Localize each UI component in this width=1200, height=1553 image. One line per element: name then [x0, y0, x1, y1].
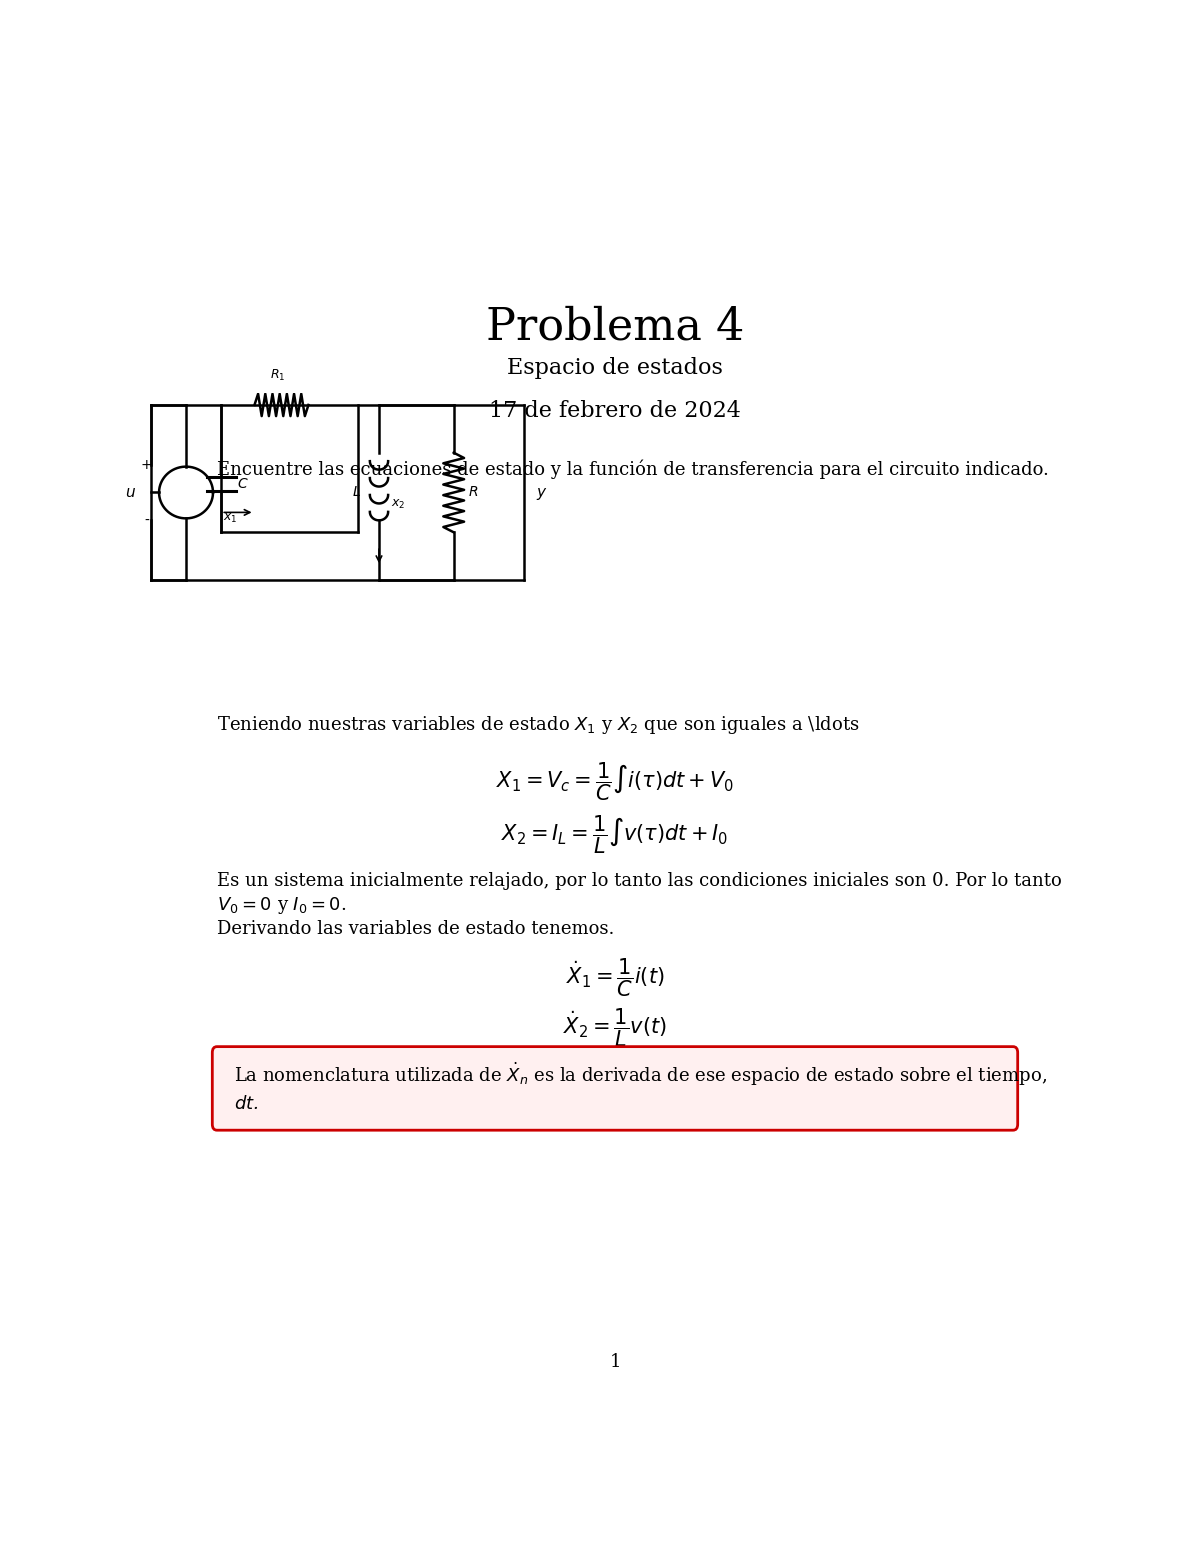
Text: La nomenclatura utilizada de $\dot{X}_n$ es la derivada de ese espacio de estado: La nomenclatura utilizada de $\dot{X}_n$… [234, 1061, 1046, 1087]
Text: Es un sistema inicialmente relajado, por lo tanto las condiciones iniciales son : Es un sistema inicialmente relajado, por… [217, 871, 1062, 890]
Text: L: L [353, 486, 360, 500]
Text: Teniendo nuestras variables de estado $X_1$ y $X_2$ que son iguales a \ldots: Teniendo nuestras variables de estado $X… [217, 714, 859, 736]
Text: $\dot{X}_2 = \dfrac{1}{L}v(t)$: $\dot{X}_2 = \dfrac{1}{L}v(t)$ [563, 1006, 667, 1048]
Text: Espacio de estados: Espacio de estados [508, 357, 722, 379]
Text: $X_2 = I_L = \dfrac{1}{L} \int v(\tau)dt + I_0$: $X_2 = I_L = \dfrac{1}{L} \int v(\tau)dt… [502, 814, 728, 856]
Text: 1: 1 [610, 1353, 620, 1371]
Text: $x_2$: $x_2$ [391, 499, 404, 511]
Text: Derivando las variables de estado tenemos.: Derivando las variables de estado tenemo… [217, 921, 614, 938]
Text: $X_1 = V_c = \dfrac{1}{C} \int i(\tau)dt + V_0$: $X_1 = V_c = \dfrac{1}{C} \int i(\tau)dt… [496, 759, 734, 803]
Text: y: y [536, 485, 546, 500]
Text: Encuentre las ecuaciones de estado y la función de transferencia para el circuit: Encuentre las ecuaciones de estado y la … [217, 460, 1049, 480]
Text: $dt$.: $dt$. [234, 1095, 258, 1114]
Text: -: - [144, 514, 149, 528]
FancyBboxPatch shape [212, 1047, 1018, 1131]
Text: R: R [468, 486, 478, 500]
Text: $\dot{X}_1 = \dfrac{1}{C}i(t)$: $\dot{X}_1 = \dfrac{1}{C}i(t)$ [565, 957, 665, 999]
Text: 17 de febrero de 2024: 17 de febrero de 2024 [490, 401, 740, 422]
Text: +: + [140, 458, 152, 472]
Text: $x_1$: $x_1$ [223, 512, 238, 525]
Text: $R_1$: $R_1$ [270, 368, 286, 384]
Text: Problema 4: Problema 4 [486, 306, 744, 349]
Text: u: u [125, 485, 134, 500]
Text: C: C [238, 477, 247, 491]
Text: $V_0 = 0$ y $I_0 = 0$.: $V_0 = 0$ y $I_0 = 0$. [217, 895, 347, 916]
